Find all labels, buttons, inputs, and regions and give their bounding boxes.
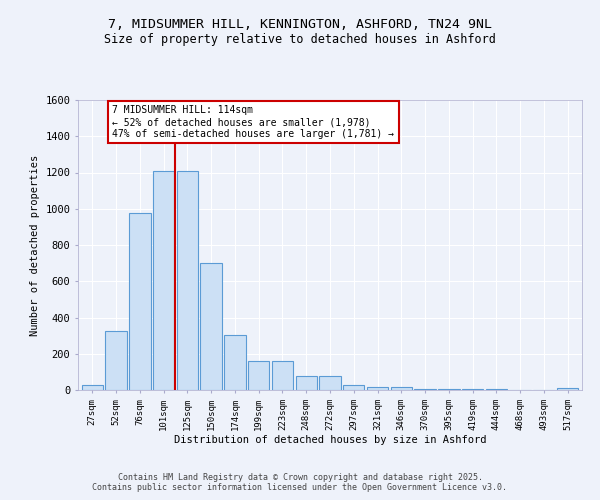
Bar (557, 388, 578, 390)
Text: 7, MIDSUMMER HILL, KENNINGTON, ASHFORD, TN24 9NL: 7, MIDSUMMER HILL, KENNINGTON, ASHFORD, … (108, 18, 492, 30)
Bar (153, 170, 174, 390)
Bar (106, 331, 127, 390)
Text: Contains HM Land Registry data © Crown copyright and database right 2025.
Contai: Contains HM Land Registry data © Crown c… (92, 473, 508, 492)
Bar (486, 389, 507, 390)
Bar (415, 389, 436, 390)
Bar (272, 361, 293, 390)
Bar (319, 376, 341, 390)
Bar (391, 388, 412, 390)
X-axis label: Distribution of detached houses by size in Ashford: Distribution of detached houses by size … (174, 436, 486, 446)
Y-axis label: Number of detached properties: Number of detached properties (30, 154, 40, 336)
Bar (343, 386, 364, 390)
Bar (200, 263, 222, 390)
Text: 7 MIDSUMMER HILL: 114sqm
← 52% of detached houses are smaller (1,978)
47% of sem: 7 MIDSUMMER HILL: 114sqm ← 52% of detach… (112, 106, 394, 138)
Text: Size of property relative to detached houses in Ashford: Size of property relative to detached ho… (104, 32, 496, 46)
Bar (367, 388, 388, 390)
Bar (224, 334, 245, 390)
Bar (82, 386, 103, 390)
Bar (462, 389, 484, 390)
Bar (248, 361, 269, 390)
Bar (438, 389, 460, 390)
Bar (296, 376, 317, 390)
Bar (129, 214, 151, 390)
Bar (176, 170, 198, 390)
